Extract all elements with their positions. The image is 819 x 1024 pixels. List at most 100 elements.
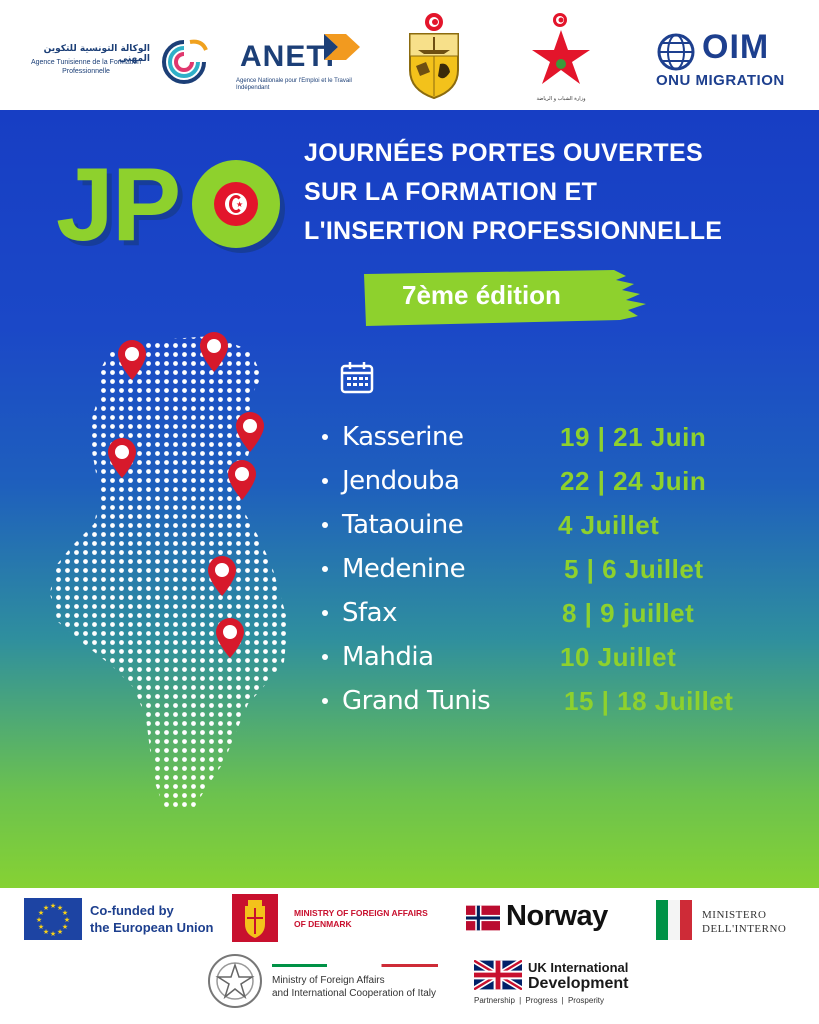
- map-pin-sousse: [236, 412, 264, 452]
- youth-sports-ministry-logo: وزارة الشباب و الرياضة: [528, 10, 594, 106]
- svg-text:★: ★: [62, 909, 68, 917]
- edition-label: 7ème édition: [402, 280, 561, 310]
- jpo-logo: JP ★: [56, 146, 292, 276]
- italy-flag-icon: [656, 900, 692, 940]
- jpo-letters: JP: [56, 147, 181, 263]
- italy-emblem-icon: [208, 954, 262, 1008]
- denmark-label: MINISTRY OF FOREIGN AFFAIRS OF DENMARK: [294, 908, 428, 930]
- event-date: 22 | 24 Juin: [560, 466, 707, 496]
- atfp-french-name: Agence Tunisienne de la Formation Profes…: [30, 59, 142, 75]
- svg-text:★: ★: [43, 904, 49, 912]
- title-line-3: L'INSERTION PROFESSIONNELLE: [304, 217, 723, 245]
- city-name: Kasserine: [342, 422, 464, 452]
- city-name: Grand Tunis: [342, 686, 491, 716]
- coat-of-arms-icon: [409, 13, 459, 100]
- map-pin-sfax: [208, 556, 236, 596]
- bullet: [322, 434, 328, 440]
- event-date: 4 Juillet: [558, 510, 660, 540]
- map-pin-bizerte: [118, 340, 146, 380]
- poster-title: JOURNÉES PORTES OUVERTES SUR LA FORMATIO…: [304, 134, 804, 251]
- aneti-arrow-icon: [324, 34, 360, 60]
- un-globe-icon: [657, 33, 695, 71]
- schedule-list: Kasserine 19 | 21 Juin Jendouba 22 | 24 …: [318, 418, 798, 726]
- bullet: [322, 522, 328, 528]
- youth-star-icon: [532, 13, 590, 84]
- italian-tricolour-line: [272, 964, 438, 967]
- svg-text:★: ★: [50, 930, 56, 938]
- svg-text:★: ★: [57, 904, 63, 912]
- atfp-arabic-name: الوكالة التونسية للتكوين المهني: [43, 44, 150, 64]
- event-date: 15 | 18 Juillet: [564, 686, 734, 716]
- oim-name: OIM: [702, 28, 770, 66]
- title-line-2: SUR LA FORMATION ET: [304, 178, 598, 206]
- italy-interior-logo: MINISTERO DELL'INTERNO: [656, 896, 806, 942]
- eu-label-line-1: Co-funded by: [90, 903, 174, 918]
- schedule-row: Grand Tunis 15 | 18 Juillet: [318, 682, 798, 726]
- map-pin-medenine: [216, 618, 244, 658]
- city-name: Mahdia: [342, 642, 434, 672]
- calendar-icon: [340, 362, 374, 394]
- event-date: 10 Juillet: [560, 642, 677, 672]
- bullet: [322, 610, 328, 616]
- eu-label-line-2: the European Union: [90, 920, 214, 935]
- uk-label-line-1: UK International: [528, 960, 629, 975]
- svg-text:★: ★: [57, 928, 63, 936]
- tunisia-dot-map: [50, 332, 288, 808]
- oim-logo: OIM ONU MIGRATION: [652, 28, 808, 94]
- edition-banner: 7ème édition: [364, 270, 648, 326]
- bullet: [322, 478, 328, 484]
- svg-text:★: ★: [43, 928, 49, 936]
- norway-flag-icon: [466, 905, 500, 931]
- svg-text:★: ★: [38, 923, 44, 931]
- city-name: Medenine: [342, 554, 466, 584]
- union-jack-icon: [474, 960, 522, 990]
- poster-body: JP ★ JOURNÉES PORTES OUVERTES SUR LA FOR…: [0, 110, 819, 888]
- bullet: [322, 566, 328, 572]
- italy-interior-line-1: MINISTERO: [702, 909, 767, 921]
- denmark-label-line-1: MINISTRY OF FOREIGN AFFAIRS: [294, 908, 428, 918]
- uk-international-development-logo: UK International Development Partnership…: [474, 960, 654, 1010]
- svg-text:★: ★: [50, 902, 56, 910]
- bottom-sponsor-bar: ★ ★ ★ ★ ★ ★ ★ ★ ★ ★ ★ ★ Co-funded by the European…: [0, 888, 819, 1024]
- denmark-label-line-2: OF DENMARK: [294, 919, 352, 929]
- svg-text:★: ★: [62, 923, 68, 931]
- bullet: [322, 654, 328, 660]
- denmark-crest-icon: [232, 894, 278, 942]
- city-name: Tataouine: [342, 510, 464, 540]
- uk-tagline: Partnership | Progress | Prosperity: [474, 996, 604, 1005]
- aneti-subtitle: Agence Nationale pour l'Emploi et le Tra…: [236, 78, 352, 91]
- bullet: [322, 698, 328, 704]
- norway-label: Norway: [506, 900, 608, 932]
- atfp-logo: الوكالة التونسية للتكوين المهني Agence T…: [22, 36, 212, 86]
- tunisia-flag-icon: ★: [214, 182, 258, 226]
- italy-mfa-line-1: Ministry of Foreign Affairs: [272, 975, 385, 986]
- norway-logo: Norway: [466, 900, 636, 936]
- top-partner-bar: الوكالة التونسية للتكوين المهني Agence T…: [0, 0, 819, 110]
- svg-text:★: ★: [38, 909, 44, 917]
- city-name: Sfax: [342, 598, 397, 628]
- eu-cofunded-logo: ★ ★ ★ ★ ★ ★ ★ ★ ★ ★ ★ ★ Co-funded by the European…: [24, 898, 234, 942]
- schedule-row: Sfax 8 | 9 juillet: [318, 594, 798, 638]
- schedule-row: Jendouba 22 | 24 Juin: [318, 462, 798, 506]
- tunisia-coat-of-arms: [404, 10, 464, 100]
- brush-stroke-background: [364, 270, 646, 326]
- aneti-logo: ANETI Agence Nationale pour l'Emploi et …: [236, 28, 366, 92]
- schedule-row: Tataouine 4 Juillet: [318, 506, 798, 550]
- city-name: Jendouba: [342, 466, 460, 496]
- italy-interior-label: MINISTERO DELL'INTERNO: [702, 908, 786, 936]
- schedule-row: Mahdia 10 Juillet: [318, 638, 798, 682]
- jpo-o-with-flag: ★: [192, 160, 280, 248]
- svg-text:★: ★: [36, 916, 42, 924]
- atfp-swirl-icon: [162, 39, 208, 84]
- italy-mfa-logo: Ministry of Foreign Affairs and Internat…: [206, 952, 446, 1012]
- youth-ministry-caption: وزارة الشباب و الرياضة: [536, 96, 586, 102]
- aneti-wordmark: ANETI: [240, 40, 335, 73]
- denmark-mfa-logo: MINISTRY OF FOREIGN AFFAIRS OF DENMARK: [232, 894, 452, 946]
- event-date: 8 | 9 juillet: [562, 598, 695, 628]
- italy-mfa-line-2: and International Cooperation of Italy: [272, 988, 436, 999]
- event-date: 5 | 6 Juillet: [564, 554, 704, 584]
- schedule-row: Medenine 5 | 6 Juillet: [318, 550, 798, 594]
- title-line-1: JOURNÉES PORTES OUVERTES: [304, 139, 703, 167]
- map-pin-mahdia: [228, 460, 256, 500]
- map-pin-tunis: [200, 332, 228, 372]
